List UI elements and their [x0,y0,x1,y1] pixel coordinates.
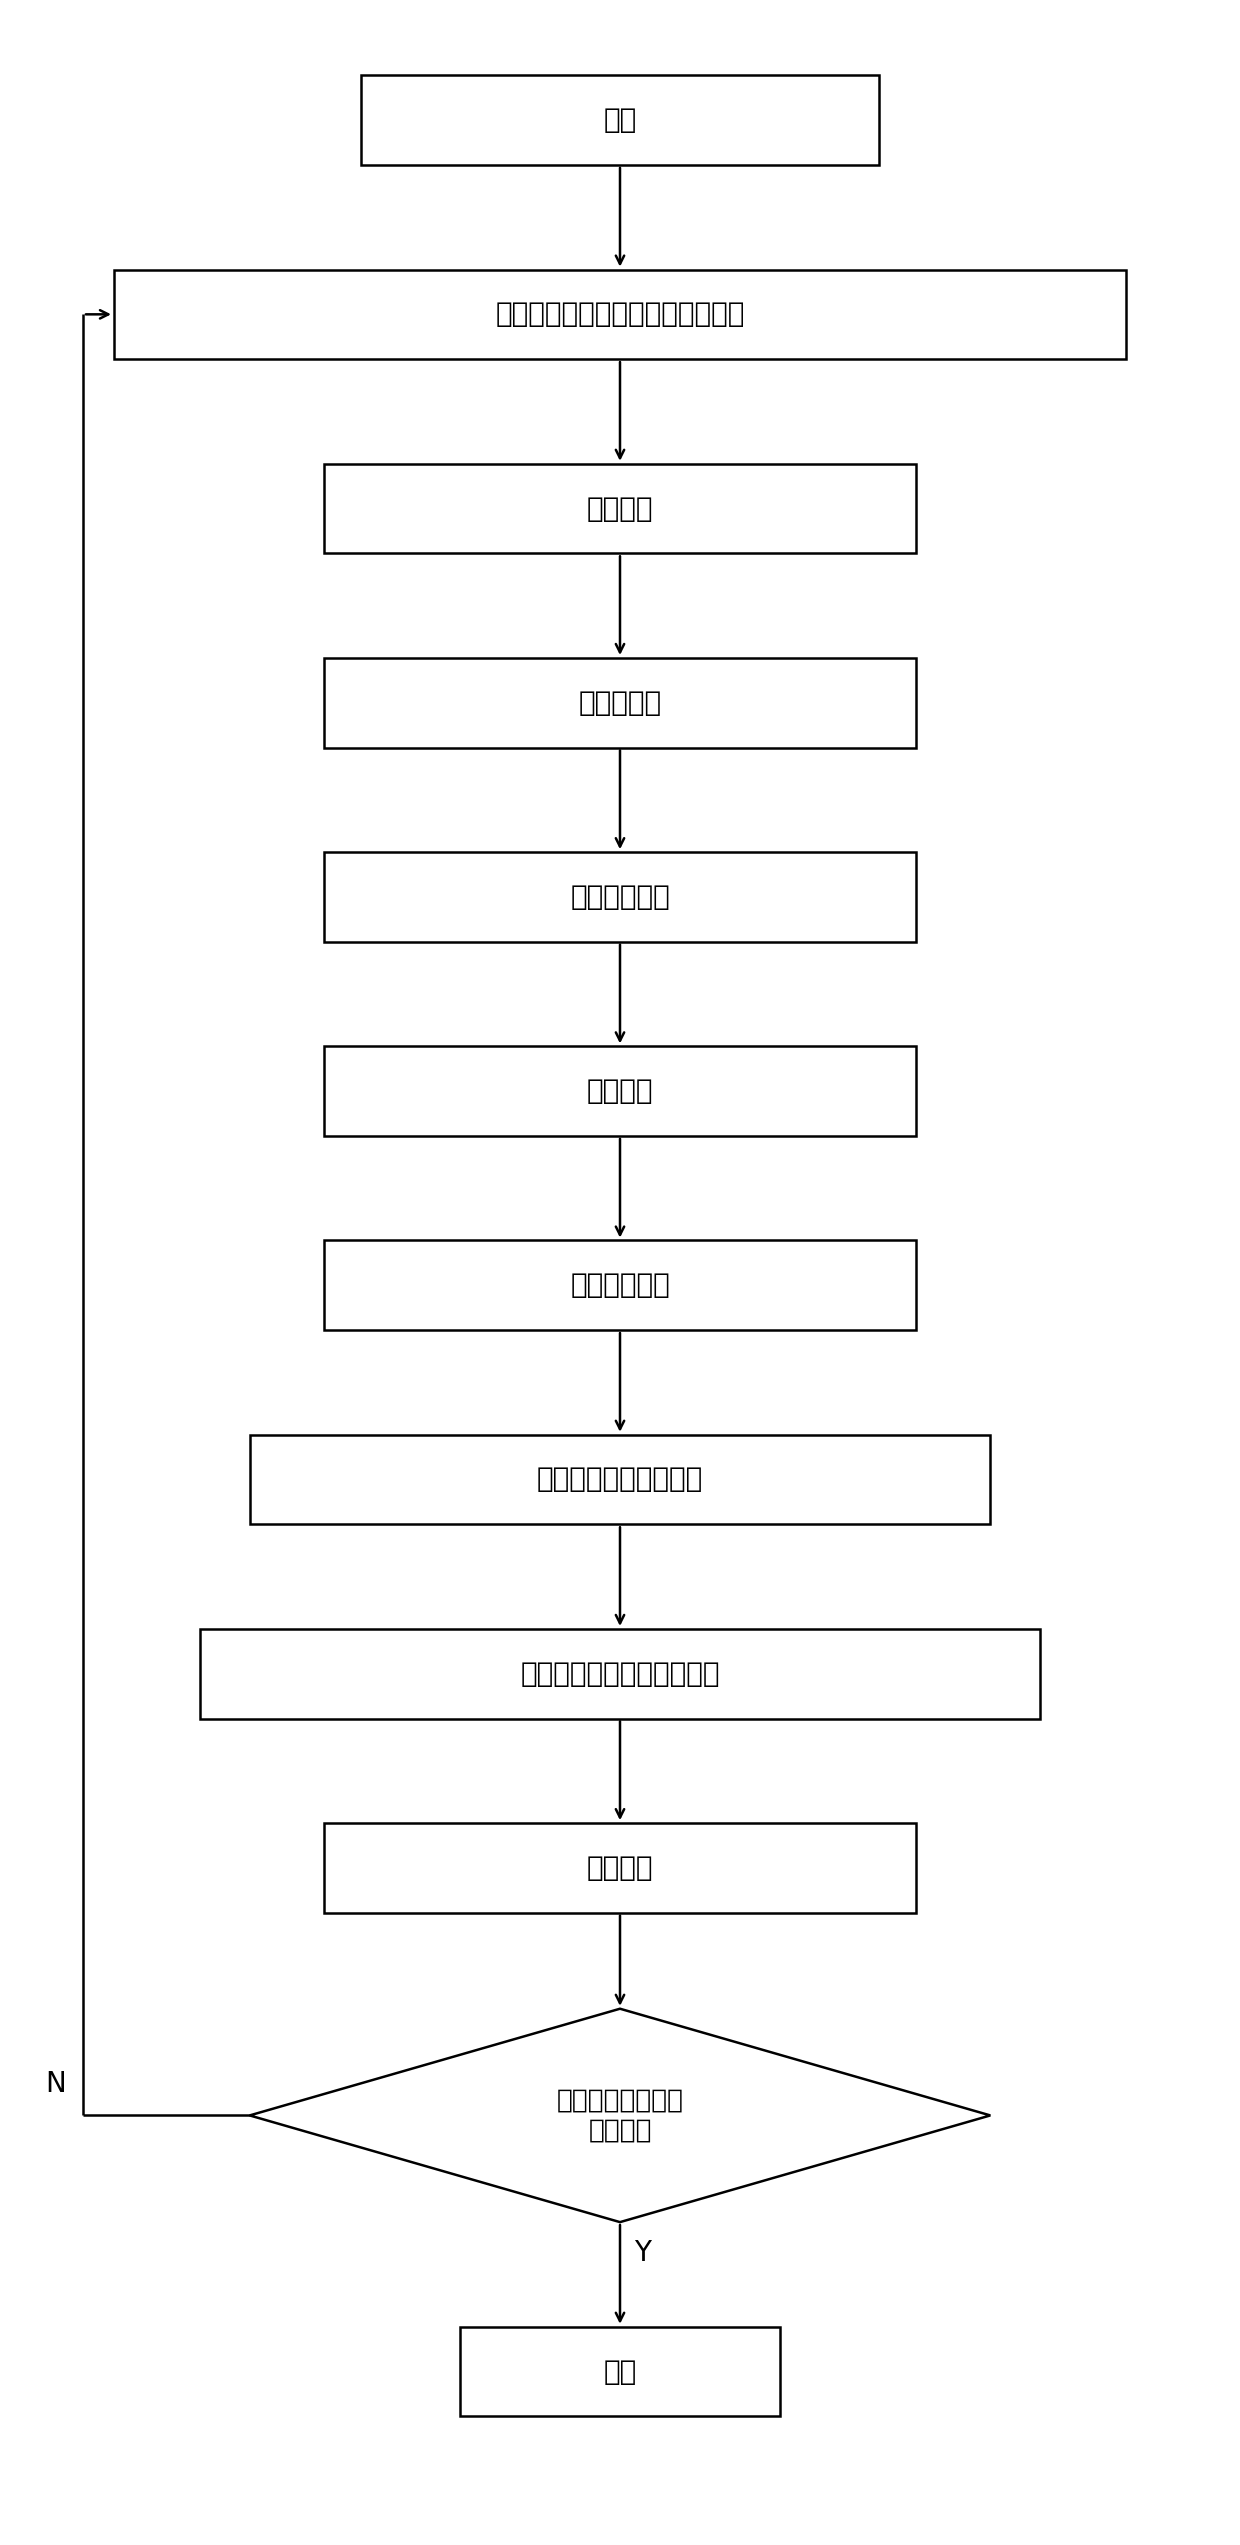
Text: 固化液滴入: 固化液滴入 [578,690,662,718]
Text: Y: Y [634,2240,651,2268]
Text: 土样底部平切: 土样底部平切 [570,883,670,911]
Text: 取样环刀及土样夹持与土样内加水: 取样环刀及土样夹持与土样内加水 [495,300,745,328]
Polygon shape [249,2008,991,2222]
Text: N: N [46,2069,66,2100]
Text: 滑坡灾害模拟试验
是否完成: 滑坡灾害模拟试验 是否完成 [557,2087,683,2143]
Bar [114,270,1126,359]
Text: 剪切缝内土体试样后续加工: 剪切缝内土体试样后续加工 [521,1659,719,1687]
Bar [249,1435,991,1524]
Bar [324,659,916,748]
Bar [324,463,916,552]
Text: 剪切试验: 剪切试验 [587,494,653,522]
Bar [201,1629,1039,1718]
Bar [324,1046,916,1135]
Bar [361,76,879,165]
Bar [460,2326,780,2415]
Text: 电镜扫描: 电镜扫描 [587,1853,653,1881]
Text: 取样: 取样 [604,107,636,135]
Bar [324,853,916,942]
Text: 结束: 结束 [604,2357,636,2385]
Bar [324,1822,916,1914]
Text: 剪切缝内土体试样取出: 剪切缝内土体试样取出 [537,1466,703,1494]
Text: 土样顶部平切: 土样顶部平切 [570,1272,670,1300]
Bar [324,1239,916,1331]
Text: 土样支顶: 土样支顶 [587,1077,653,1105]
